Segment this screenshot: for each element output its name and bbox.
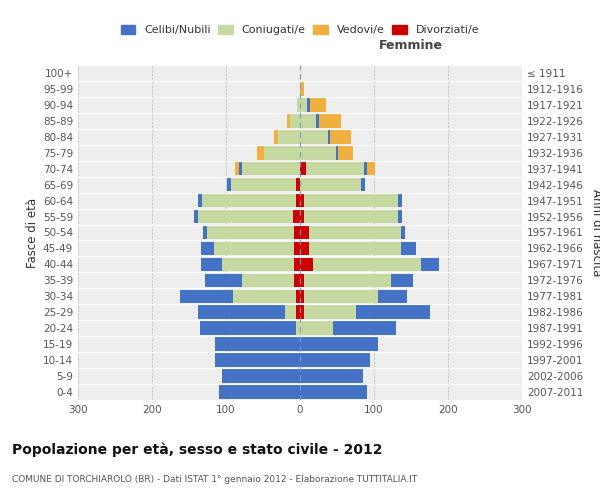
Bar: [180, 290, 233, 303]
Bar: [335, 146, 338, 160]
Bar: [218, 385, 300, 399]
Bar: [300, 385, 367, 399]
Bar: [194, 210, 198, 224]
Bar: [367, 162, 375, 175]
Bar: [227, 178, 231, 192]
Bar: [242, 162, 300, 175]
Bar: [200, 322, 296, 335]
Bar: [300, 226, 309, 239]
Bar: [300, 114, 316, 128]
Bar: [294, 226, 300, 239]
Bar: [296, 322, 300, 335]
Bar: [296, 306, 300, 319]
Bar: [294, 258, 300, 271]
Bar: [290, 114, 300, 128]
Bar: [378, 290, 407, 303]
Bar: [361, 178, 365, 192]
Bar: [300, 322, 334, 335]
Bar: [198, 210, 293, 224]
Text: Femmine: Femmine: [379, 38, 443, 52]
Bar: [401, 242, 416, 255]
Bar: [294, 242, 300, 255]
Bar: [198, 194, 202, 207]
Bar: [222, 370, 300, 383]
Bar: [300, 338, 378, 351]
Bar: [239, 162, 242, 175]
Bar: [355, 306, 430, 319]
Bar: [296, 178, 300, 192]
Bar: [278, 130, 300, 143]
Text: COMUNE DI TORCHIAROLO (BR) - Dati ISTAT 1° gennaio 2012 - Elaborazione TUTTITALI: COMUNE DI TORCHIAROLO (BR) - Dati ISTAT …: [12, 475, 417, 484]
Bar: [398, 210, 402, 224]
Bar: [215, 338, 300, 351]
Bar: [300, 258, 313, 271]
Bar: [300, 306, 304, 319]
Bar: [265, 146, 300, 160]
Bar: [242, 274, 294, 287]
Bar: [205, 274, 242, 287]
Bar: [297, 98, 300, 112]
Bar: [300, 210, 304, 224]
Bar: [421, 258, 439, 271]
Bar: [331, 130, 351, 143]
Bar: [304, 194, 398, 207]
Bar: [334, 322, 396, 335]
Bar: [304, 306, 355, 319]
Bar: [300, 354, 370, 367]
Bar: [304, 210, 398, 224]
Bar: [233, 290, 296, 303]
Bar: [319, 114, 341, 128]
Bar: [338, 146, 353, 160]
Bar: [391, 274, 413, 287]
Bar: [300, 146, 335, 160]
Bar: [207, 226, 294, 239]
Y-axis label: Anni di nascita: Anni di nascita: [590, 189, 600, 276]
Bar: [201, 242, 214, 255]
Bar: [300, 162, 306, 175]
Bar: [316, 114, 319, 128]
Bar: [300, 82, 304, 96]
Bar: [214, 242, 294, 255]
Bar: [203, 226, 207, 239]
Bar: [221, 258, 294, 271]
Bar: [274, 130, 278, 143]
Bar: [309, 242, 401, 255]
Bar: [235, 162, 239, 175]
Bar: [296, 194, 300, 207]
Bar: [307, 98, 310, 112]
Bar: [294, 274, 300, 287]
Bar: [198, 306, 285, 319]
Bar: [202, 194, 296, 207]
Bar: [231, 178, 296, 192]
Bar: [300, 242, 309, 255]
Bar: [306, 162, 364, 175]
Bar: [328, 130, 331, 143]
Bar: [401, 226, 405, 239]
Bar: [296, 290, 300, 303]
Bar: [285, 306, 296, 319]
Bar: [364, 162, 367, 175]
Text: Popolazione per età, sesso e stato civile - 2012: Popolazione per età, sesso e stato civil…: [12, 442, 383, 457]
Bar: [309, 226, 401, 239]
Bar: [300, 290, 304, 303]
Bar: [300, 178, 361, 192]
Bar: [293, 210, 300, 224]
Bar: [304, 274, 391, 287]
Bar: [300, 98, 307, 112]
Legend: Celibi/Nubili, Coniugati/e, Vedovi/e, Divorziati/e: Celibi/Nubili, Coniugati/e, Vedovi/e, Di…: [116, 20, 484, 40]
Bar: [257, 146, 265, 160]
Bar: [287, 114, 290, 128]
Bar: [300, 130, 328, 143]
Bar: [304, 290, 378, 303]
Bar: [310, 98, 326, 112]
Bar: [201, 258, 221, 271]
Bar: [398, 194, 402, 207]
Bar: [300, 274, 304, 287]
Bar: [215, 354, 300, 367]
Bar: [300, 194, 304, 207]
Bar: [313, 258, 421, 271]
Bar: [300, 370, 363, 383]
Y-axis label: Fasce di età: Fasce di età: [26, 198, 39, 268]
